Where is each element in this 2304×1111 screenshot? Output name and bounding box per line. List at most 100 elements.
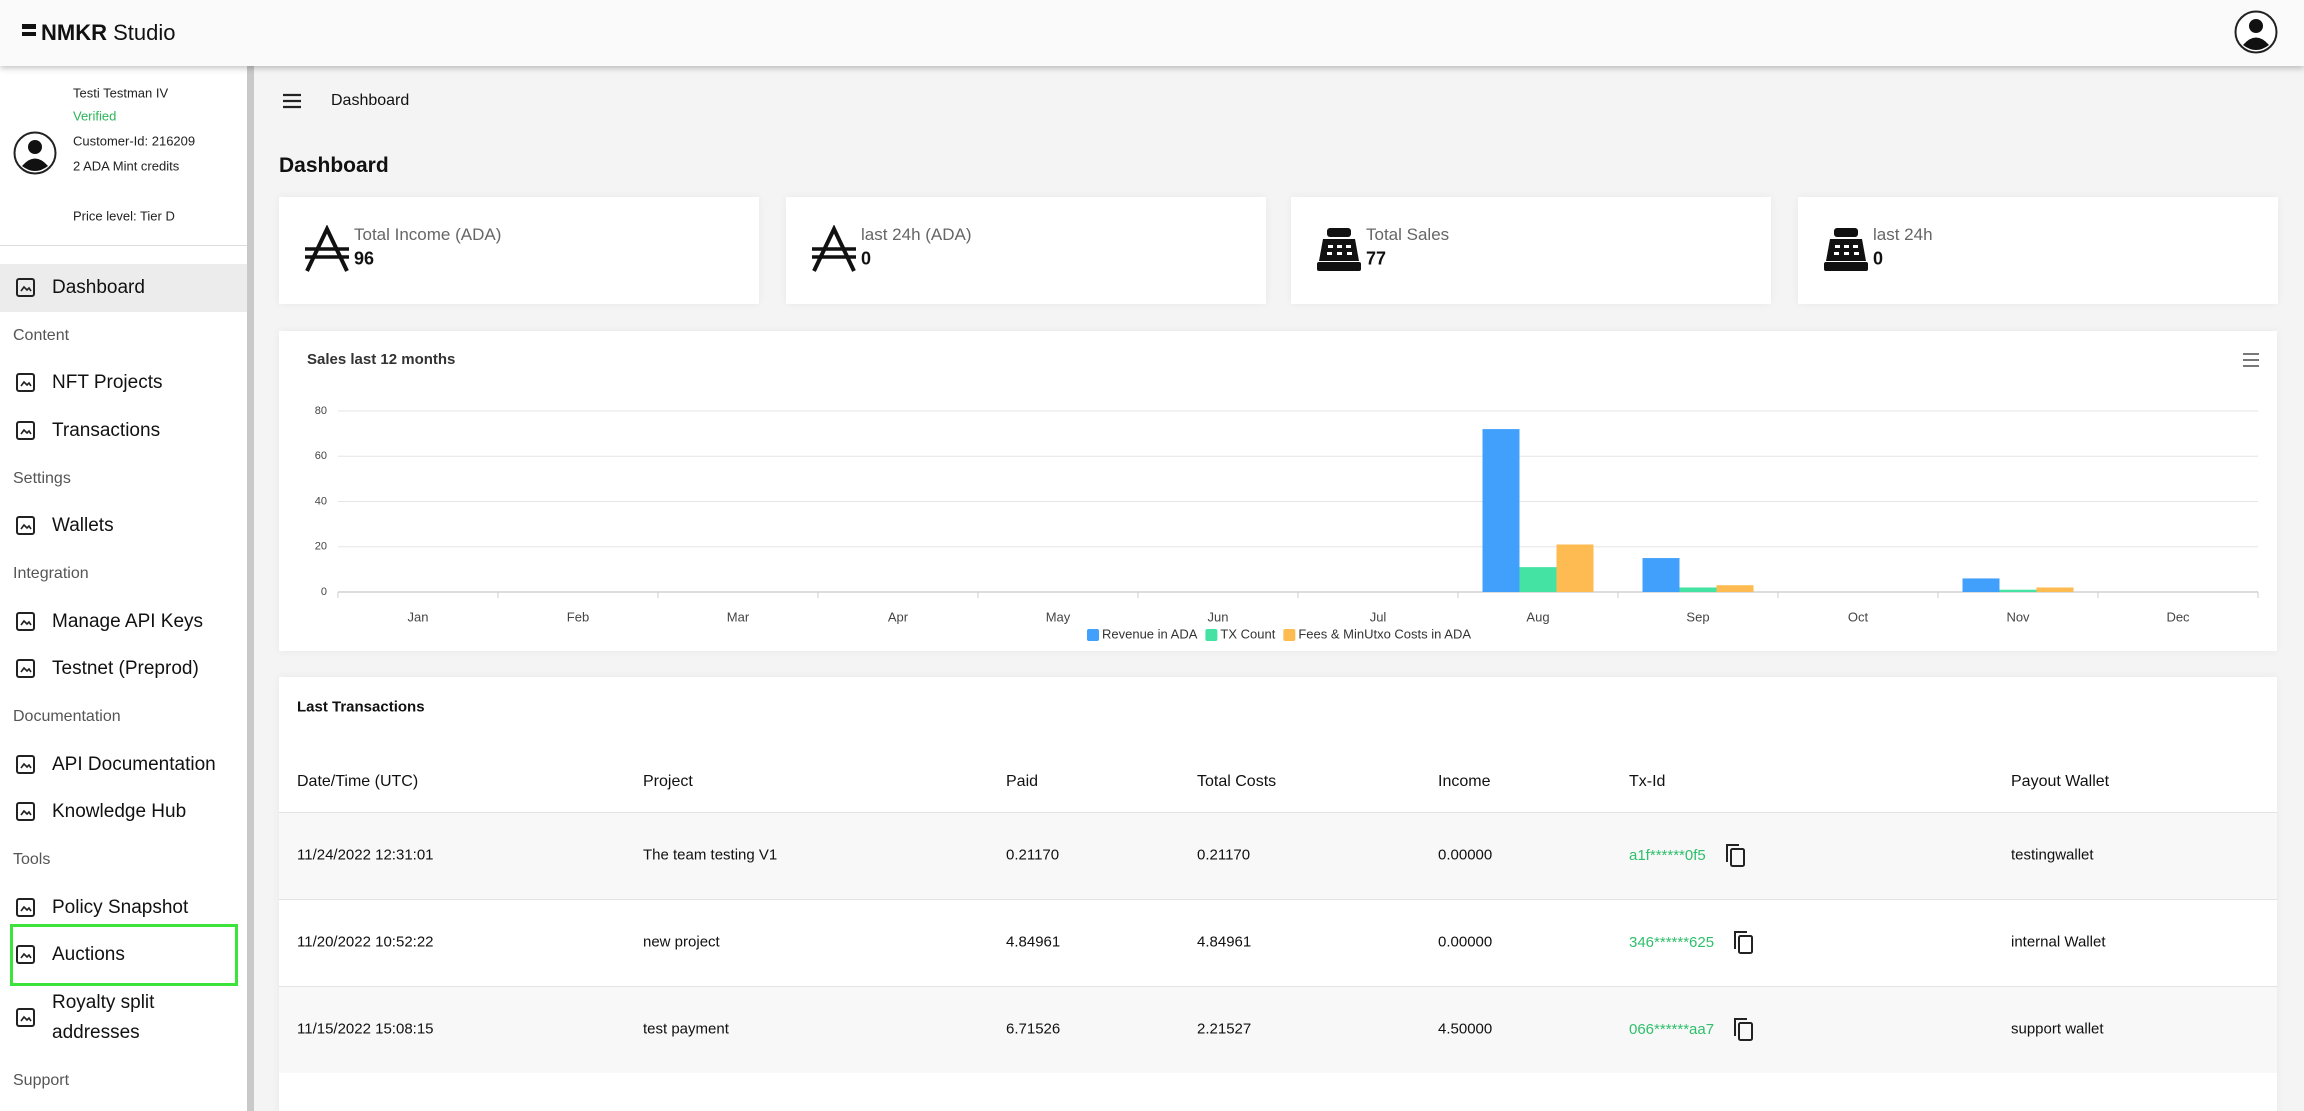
nav-icon[interactable]	[14, 610, 38, 634]
mint-credits: 2 ADA Mint credits	[73, 158, 180, 174]
nav-label: Policy Snapshot	[52, 896, 189, 918]
tx-id[interactable]: a1f******0f5	[1629, 846, 1706, 864]
legend-label[interactable]: Fees & MinUtxo Costs in ADA	[1298, 626, 1471, 641]
scrollbar[interactable]	[247, 66, 254, 1111]
bar	[1999, 589, 2037, 592]
nav-item[interactable]: Testnet (Preprod)	[0, 646, 247, 694]
logo-icon	[22, 24, 36, 36]
nav-icon[interactable]	[14, 276, 38, 300]
menu-toggle[interactable]	[281, 90, 303, 112]
bar	[1716, 585, 1754, 592]
legend-label[interactable]: Revenue in ADA	[1102, 626, 1198, 641]
column-header: Total Costs	[1197, 773, 1277, 790]
nav-item[interactable]: Manage API Keys	[0, 598, 247, 646]
nav-item[interactable]: API Documentation	[0, 741, 247, 789]
legend-swatch	[1283, 629, 1296, 641]
nav-icon[interactable]	[14, 371, 38, 395]
y-tick-label: 60	[315, 450, 327, 462]
nav-section: Support	[13, 1071, 70, 1089]
nav-item[interactable]: Transactions	[0, 407, 247, 455]
nav-item[interactable]: Knowledge Hub	[0, 789, 247, 837]
nav-item[interactable]: Dashboard	[0, 264, 247, 312]
nav-item[interactable]: Royalty split addresses	[0, 979, 247, 1057]
table-cell: 11/24/2022 12:31:01	[297, 846, 434, 864]
table-cell: 4.84961	[1197, 933, 1252, 951]
x-tick-label: Jun	[1208, 609, 1229, 624]
nav-item[interactable]: Wallets	[0, 502, 247, 550]
x-tick-label: Jan	[408, 609, 429, 624]
table-cell: test payment	[643, 1020, 729, 1038]
table-cell: The team testing V1	[643, 846, 778, 864]
nav-label: Wallets	[52, 515, 114, 537]
table-row-bg	[279, 987, 2277, 1073]
tx-cell: a1f******0f5	[1629, 842, 1746, 868]
nav-item[interactable]: NFT Projects	[0, 359, 247, 407]
nav-label: Testnet (Preprod)	[52, 658, 199, 680]
nav-label: Knowledge Hub	[52, 801, 187, 823]
nav-icon[interactable]	[14, 800, 38, 824]
column-header: Payout Wallet	[2011, 773, 2110, 790]
chart-title: Sales last 12 months	[307, 351, 455, 368]
nav-icon[interactable]	[14, 753, 38, 777]
nav-item[interactable]: Auctions	[0, 923, 247, 986]
nav-section: Tools	[13, 851, 51, 869]
tx-cell: 346******625	[1629, 929, 1754, 955]
table-cell: 0.00000	[1438, 933, 1493, 951]
stat-label: Total Income (ADA)	[354, 225, 502, 244]
nav-section: Integration	[13, 564, 89, 582]
tx-id[interactable]: 066******aa7	[1629, 1020, 1715, 1038]
nav-icon[interactable]	[14, 896, 38, 920]
bar	[1642, 558, 1680, 592]
breadcrumb: Dashboard	[331, 92, 410, 109]
stat-label: Total Sales	[1366, 225, 1450, 244]
row-divider	[279, 812, 2277, 813]
column-header: Income	[1438, 773, 1491, 790]
table-cell: 4.50000	[1438, 1020, 1493, 1038]
table-cell: internal Wallet	[2011, 933, 2106, 951]
sidebar: Testi Testman IV Verified Customer-Id: 2…	[0, 66, 247, 1111]
nav-icon[interactable]	[14, 514, 38, 538]
profile-avatar	[13, 131, 57, 175]
nav-icon[interactable]	[14, 943, 38, 967]
chart-card: Sales last 12 months 0 20 40 60 80 Jan Feb Mar A…	[279, 331, 2277, 651]
y-tick-label: 40	[315, 495, 327, 507]
tx-id[interactable]: 346******625	[1629, 933, 1715, 951]
y-tick-label: 0	[321, 586, 327, 598]
table-row-bg	[279, 900, 2277, 986]
stat-icon	[1317, 228, 1361, 271]
x-tick-label: Nov	[2006, 609, 2030, 624]
nav-icon[interactable]	[14, 1006, 38, 1030]
copy-button[interactable]	[1732, 1016, 1754, 1042]
stat-value: 96	[354, 248, 375, 269]
table-cell: 0.00000	[1438, 846, 1493, 864]
profile-name: Testi Testman IV	[73, 85, 169, 101]
chart-menu[interactable]	[2243, 353, 2259, 367]
nav-item[interactable]: Policy Snapshot	[0, 884, 247, 932]
y-tick-label: 20	[315, 541, 327, 553]
bar	[1679, 587, 1717, 592]
brand: NMKR	[41, 20, 107, 45]
profile-status: Verified	[73, 108, 117, 124]
nav-icon[interactable]	[14, 657, 38, 681]
stat-card: Total Income (ADA) 96	[279, 197, 759, 304]
bar	[1482, 429, 1520, 592]
copy-button[interactable]	[1724, 842, 1746, 868]
tx-cell: 066******aa7	[1629, 1016, 1754, 1042]
customer-id: Customer-Id: 216209	[73, 133, 196, 149]
top-bar: NMKR Studio	[0, 0, 2304, 66]
legend-swatch	[1087, 629, 1099, 641]
table-row-bg	[279, 813, 2277, 899]
bar	[2036, 587, 2074, 592]
nav-icon[interactable]	[14, 419, 38, 443]
table-cell: 6.71526	[1006, 1020, 1061, 1038]
nav: Dashboard Content NFT Projects Transactions…	[0, 264, 247, 1105]
table-cell: 4.84961	[1006, 933, 1061, 951]
table-cell: 0.21170	[1006, 846, 1060, 864]
transactions-card: Last Transactions Date/Time (UTC) Project…	[279, 677, 2277, 1111]
legend-label[interactable]: TX Count	[1220, 626, 1275, 641]
nav-label: Auctions	[52, 944, 125, 966]
account-avatar[interactable]	[2234, 10, 2278, 54]
copy-button[interactable]	[1732, 929, 1754, 955]
